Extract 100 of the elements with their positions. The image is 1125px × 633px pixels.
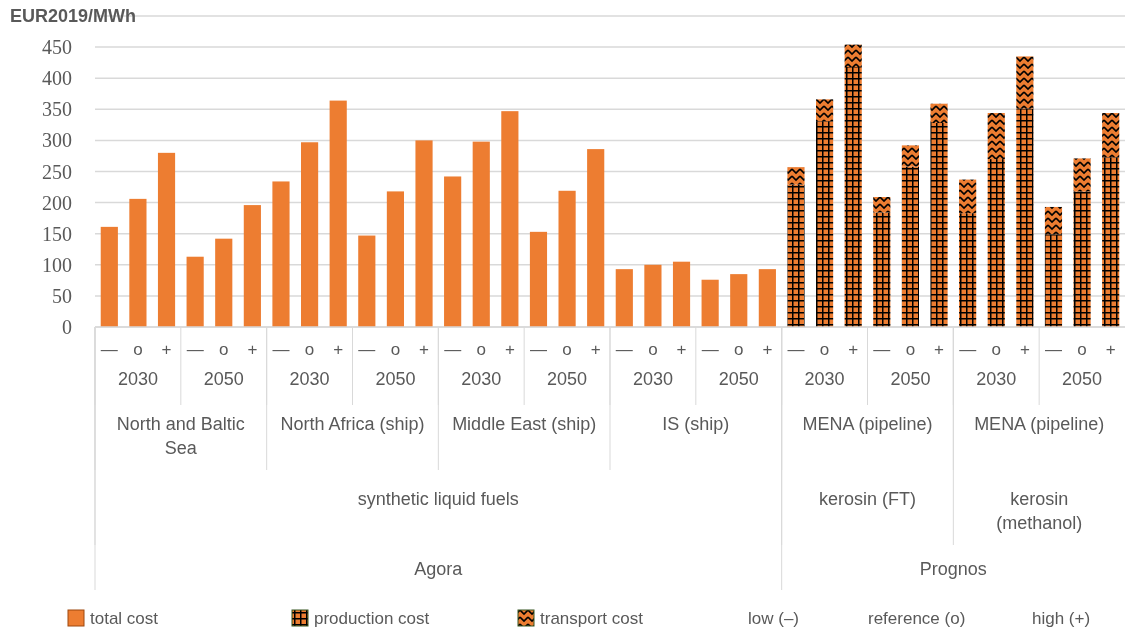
text: IS (ship)	[662, 414, 730, 434]
bar	[444, 176, 462, 327]
bar	[129, 198, 147, 327]
bar	[730, 274, 748, 327]
bar	[873, 212, 891, 327]
x-tick-label: +	[762, 339, 773, 359]
bar	[758, 269, 776, 327]
bar	[1073, 158, 1091, 192]
x-tick-label: +	[676, 339, 687, 359]
x-tick-label: —	[615, 339, 633, 359]
bar	[930, 103, 948, 123]
x-tick-label: —	[444, 339, 462, 359]
x-tick-label: —	[787, 339, 805, 359]
bar	[1016, 108, 1034, 327]
y-tick-label: 400	[42, 67, 72, 90]
x-tick-label: —	[701, 339, 719, 359]
x-tick-label: —	[1044, 339, 1062, 359]
text: North and Baltic Sea	[116, 414, 245, 458]
bar	[844, 67, 862, 327]
y-tick-label: 450	[42, 36, 72, 59]
bar	[987, 159, 1005, 327]
bar	[644, 264, 662, 327]
x-tick-label: o	[991, 339, 1001, 359]
y-axis-title: EUR2019/MWh	[10, 6, 137, 27]
y-tick-label: 150	[42, 222, 72, 245]
text: North Africa (ship)	[280, 414, 425, 434]
bar	[816, 99, 834, 122]
y-tick-label: 50	[52, 284, 72, 307]
text: 2050	[890, 369, 931, 389]
bar	[301, 142, 319, 327]
text: 2030	[632, 369, 673, 389]
text: low (–)	[748, 608, 800, 628]
bar	[558, 190, 576, 327]
x-tick-label: +	[590, 339, 601, 359]
x-tick-label: —	[100, 339, 118, 359]
text: 2030	[461, 369, 502, 389]
text: kerosin (methanol)	[996, 489, 1083, 533]
bar	[901, 166, 919, 327]
bar	[1044, 234, 1063, 327]
text: kerosin (FT)	[818, 489, 917, 509]
text: 2030	[289, 369, 330, 389]
text: 2050	[718, 369, 759, 389]
x-tick-label: o	[648, 339, 658, 359]
text: MENA (pipeline)	[802, 414, 933, 434]
x-tick-label: —	[186, 339, 204, 359]
x-tick-label: +	[848, 339, 859, 359]
text: Prognos	[919, 559, 987, 579]
bar	[987, 113, 1005, 160]
x-tick-label: +	[504, 339, 515, 359]
legend-label: transport cost	[540, 608, 644, 628]
text: Agora	[414, 559, 464, 579]
bar	[358, 235, 376, 327]
bar	[873, 197, 891, 213]
bar	[672, 261, 691, 327]
x-tick-label: +	[1019, 339, 1030, 359]
x-tick-label: o	[734, 339, 744, 359]
text: 2050	[1062, 369, 1103, 389]
bar	[1016, 56, 1034, 109]
legend-label: total cost	[90, 608, 159, 628]
bar	[186, 256, 204, 327]
legend-label: production cost	[314, 608, 430, 628]
text: 2030	[804, 369, 845, 389]
bar	[1102, 157, 1120, 327]
bar	[959, 213, 977, 327]
y-tick-label: 100	[42, 253, 72, 276]
x-tick-label: —	[873, 339, 891, 359]
text: high (+)	[1032, 608, 1091, 628]
y-tick-label: 300	[42, 129, 72, 152]
x-tick-label: +	[419, 339, 430, 359]
text: synthetic liquid fuels	[357, 489, 519, 509]
x-tick-label: o	[133, 339, 143, 359]
bar	[1044, 206, 1063, 235]
bar	[100, 226, 118, 327]
bar	[243, 205, 261, 327]
bar	[501, 111, 519, 327]
x-tick-label: o	[905, 339, 916, 359]
y-tick-label: 0	[62, 316, 72, 338]
y-tick-label: 200	[42, 191, 72, 214]
text: reference (o)	[868, 608, 966, 628]
bar	[1073, 191, 1091, 327]
x-tick-label: o	[1077, 339, 1087, 359]
bar	[415, 140, 433, 327]
x-tick-label: —	[358, 339, 376, 359]
y-tick-label: 250	[42, 160, 72, 183]
text: 2050	[547, 369, 588, 389]
x-tick-label: —	[959, 339, 977, 359]
bar	[930, 122, 948, 327]
bar	[787, 184, 805, 327]
bar	[472, 141, 490, 327]
text: Middle East (ship)	[452, 414, 597, 434]
bar	[215, 238, 233, 327]
x-tick-label: o	[304, 339, 315, 359]
bar	[529, 231, 548, 327]
bar	[901, 145, 919, 167]
bar	[816, 121, 834, 327]
text: MENA (pipeline)	[974, 414, 1105, 434]
bar	[272, 181, 290, 327]
x-tick-label: +	[247, 339, 258, 359]
x-tick-label: o	[476, 339, 486, 359]
x-tick-label: —	[272, 339, 290, 359]
